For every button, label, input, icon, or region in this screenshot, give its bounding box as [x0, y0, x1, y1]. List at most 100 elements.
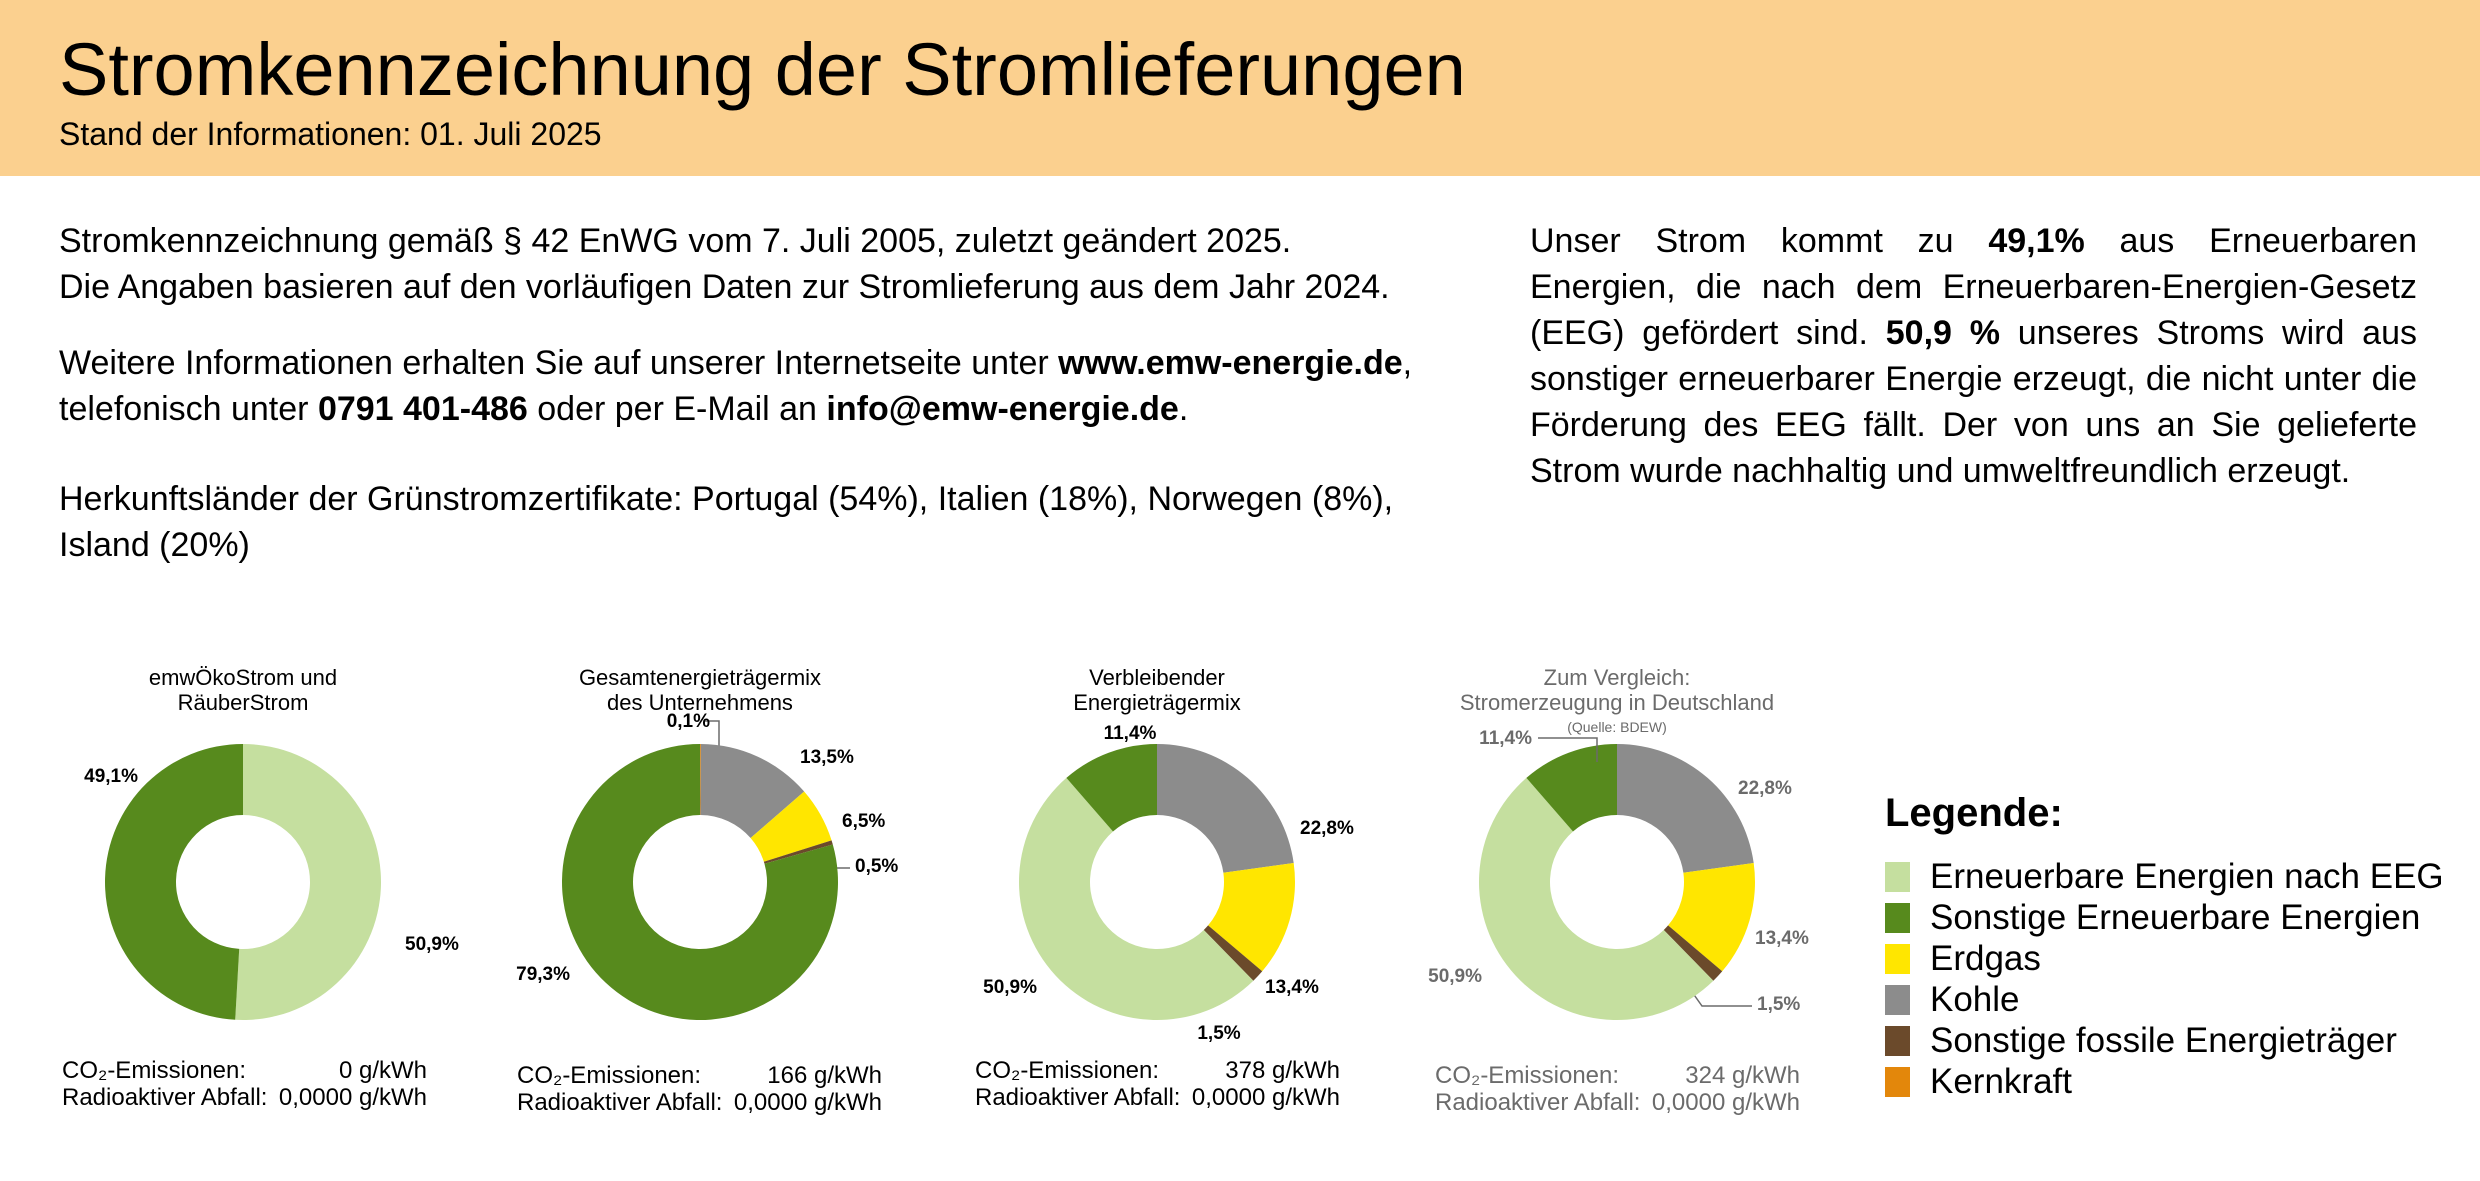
origin-line-1: Herkunftsländer der Grünstromzertifikate…: [59, 480, 1394, 518]
contact-text: Weitere Informationen erhalten Sie auf u…: [59, 344, 1059, 382]
co2-value: 166 g/kWh: [767, 1062, 882, 1089]
donut-slice: [562, 744, 838, 1020]
legend: Legende: Erneuerbare Energien nach EEG So…: [1885, 788, 2444, 1102]
waste-value: 0,0000 g/kWh: [278, 1084, 427, 1111]
stats-chart-4: CO₂-Emissionen: 324 g/kWh Radioaktiver Ab…: [1435, 1062, 1800, 1116]
intro-line-2: Die Angaben basieren auf den vorläufigen…: [59, 268, 1390, 306]
charts-area: emwÖkoStrom und RäuberStrom 50,9% 49,1% Gesa…: [0, 620, 1840, 1120]
data-label: 22,8%: [1738, 778, 1792, 799]
data-label: 79,3%: [516, 964, 570, 985]
origin-line-2: Island (20%): [59, 526, 250, 564]
legend-label: Sonstige fossile Energieträger: [1930, 1020, 2397, 1060]
data-label: 0,5%: [855, 856, 898, 877]
donut-slice: [1157, 744, 1294, 873]
co2-value: 0 g/kWh: [338, 1057, 427, 1084]
legend-item: Erneuerbare Energien nach EEG: [1885, 856, 2444, 897]
legend-label: Sonstige Erneuerbare Energien: [1930, 897, 2421, 937]
legend-swatch: [1885, 902, 1910, 933]
chart-title: emwÖkoStrom und: [149, 665, 337, 690]
donut-slice: [1617, 744, 1754, 873]
waste-label: Radioaktiver Abfall:: [975, 1084, 1181, 1111]
info-date: Stand der Informationen: 01. Juli 2025: [59, 116, 602, 152]
intro-origin: Herkunftsländer der Grünstromzertifikate…: [59, 476, 1459, 568]
legend-label: Erdgas: [1930, 938, 2041, 978]
donut-slice: [1663, 925, 1723, 981]
waste-value: 0,0000 g/kWh: [1191, 1084, 1340, 1111]
data-label: 11,4%: [1479, 728, 1532, 749]
stats-chart-3: CO₂-Emissionen: 378 g/kWh Radioaktiver Ab…: [975, 1057, 1340, 1111]
data-label: 49,1%: [84, 766, 138, 787]
phone-number[interactable]: 0791 401-486: [317, 390, 528, 428]
data-label: 13,4%: [1755, 928, 1809, 949]
data-label: 1,5%: [1197, 1023, 1240, 1044]
legend-label: Kohle: [1930, 979, 2020, 1019]
waste-label: Radioaktiver Abfall:: [1435, 1089, 1641, 1116]
data-label: 13,5%: [800, 747, 854, 768]
data-label: 50,9%: [1428, 966, 1482, 987]
donut-slice: [1479, 777, 1714, 1020]
legend-swatch: [1885, 1066, 1910, 1097]
donut-slice: [235, 744, 381, 1020]
data-label: 6,5%: [842, 811, 885, 832]
waste-value: 0,0000 g/kWh: [733, 1089, 882, 1116]
label-leader-line: [1538, 737, 1598, 762]
waste-label: Radioaktiver Abfall:: [62, 1084, 268, 1111]
stats-chart-2: CO₂-Emissionen: 166 g/kWh Radioaktiver Ab…: [517, 1062, 882, 1116]
data-label: 13,4%: [1265, 977, 1319, 998]
donut-slice: [700, 744, 805, 839]
chart-title: RäuberStrom: [178, 690, 309, 715]
legend-item: Erdgas: [1885, 938, 2444, 979]
stats-chart-1: CO₂-Emissionen: 0 g/kWh Radioaktiver Abfa…: [62, 1057, 427, 1111]
legend-swatch: [1885, 943, 1910, 974]
data-label: 11,4%: [1104, 723, 1157, 744]
co2-label: CO₂-Emissionen:: [975, 1057, 1160, 1084]
contact-email-text: oder per E-Mail an: [527, 390, 827, 428]
donut-slice: [1018, 777, 1254, 1021]
co2-label: CO₂-Emissionen:: [1435, 1062, 1620, 1089]
co2-label: CO₂-Emissionen:: [517, 1062, 702, 1089]
donut-slice: [104, 744, 243, 1020]
legend-item: Sonstige fossile Energieträger: [1885, 1020, 2444, 1061]
donut-slice: [1208, 862, 1296, 972]
data-label: 0,1%: [667, 711, 710, 732]
chart-title: des Unternehmens: [607, 690, 793, 715]
intro-contact: Weitere Informationen erhalten Sie auf u…: [59, 340, 1459, 432]
legend-swatch: [1885, 861, 1910, 892]
chart-title: Zum Vergleich:: [1544, 665, 1691, 690]
summary-pct-other: 50,9 %: [1885, 314, 2000, 352]
donut-slice: [1668, 862, 1755, 972]
legend-swatch: [1885, 984, 1910, 1015]
page-title: Stromkennzeichnung der Stromlieferungen: [59, 28, 1466, 111]
donut-slice: [1066, 744, 1157, 832]
legend-items: Erneuerbare Energien nach EEG Sonstige Er…: [1885, 856, 2444, 1102]
label-leader-line: [704, 720, 720, 748]
donut-slice: [1526, 744, 1617, 832]
summary-text-3: unseres Stroms wird aus sonstiger erneue…: [1530, 314, 2417, 490]
intro-line-1: Stromkennzeichnung gemäß § 42 EnWG vom 7…: [59, 222, 1292, 260]
renewable-summary: Unser Strom kommt zu 49,1% aus Erneuerba…: [1530, 218, 2417, 494]
co2-value: 378 g/kWh: [1225, 1057, 1340, 1084]
header-band: Stromkennzeichnung der Stromlieferungen …: [0, 0, 2480, 176]
chart-title: Gesamtenergieträgermix: [579, 665, 821, 690]
chart-title: Energieträgermix: [1073, 690, 1241, 715]
summary-text-2: aus Erneuerbaren Energien, die nach dem …: [1530, 222, 2417, 352]
contact-period: .: [1178, 390, 1189, 428]
donut-slice: [1203, 925, 1263, 981]
data-label: 50,9%: [405, 934, 459, 955]
co2-value: 324 g/kWh: [1685, 1062, 1800, 1089]
email-link[interactable]: info@emw-energie.de: [826, 390, 1179, 428]
legend-item: Kernkraft: [1885, 1061, 2444, 1102]
website-link[interactable]: www.emw-energie.de: [1058, 344, 1403, 382]
data-label: 22,8%: [1300, 818, 1354, 839]
donut-slice: [763, 840, 833, 864]
donut-slice: [700, 744, 701, 816]
contact-phone-text: telefonisch unter: [59, 390, 318, 428]
co2-label: CO₂-Emissionen:: [62, 1057, 247, 1084]
data-label: 1,5%: [1757, 994, 1800, 1015]
intro-legal: Stromkennzeichnung gemäß § 42 EnWG vom 7…: [59, 218, 1459, 310]
legend-item: Kohle: [1885, 979, 2444, 1020]
waste-value: 0,0000 g/kWh: [1651, 1089, 1800, 1116]
contact-line-1: Weitere Informationen erhalten Sie auf u…: [59, 340, 1459, 386]
donut-slice: [750, 791, 832, 862]
legend-title: Legende:: [1885, 791, 2063, 835]
